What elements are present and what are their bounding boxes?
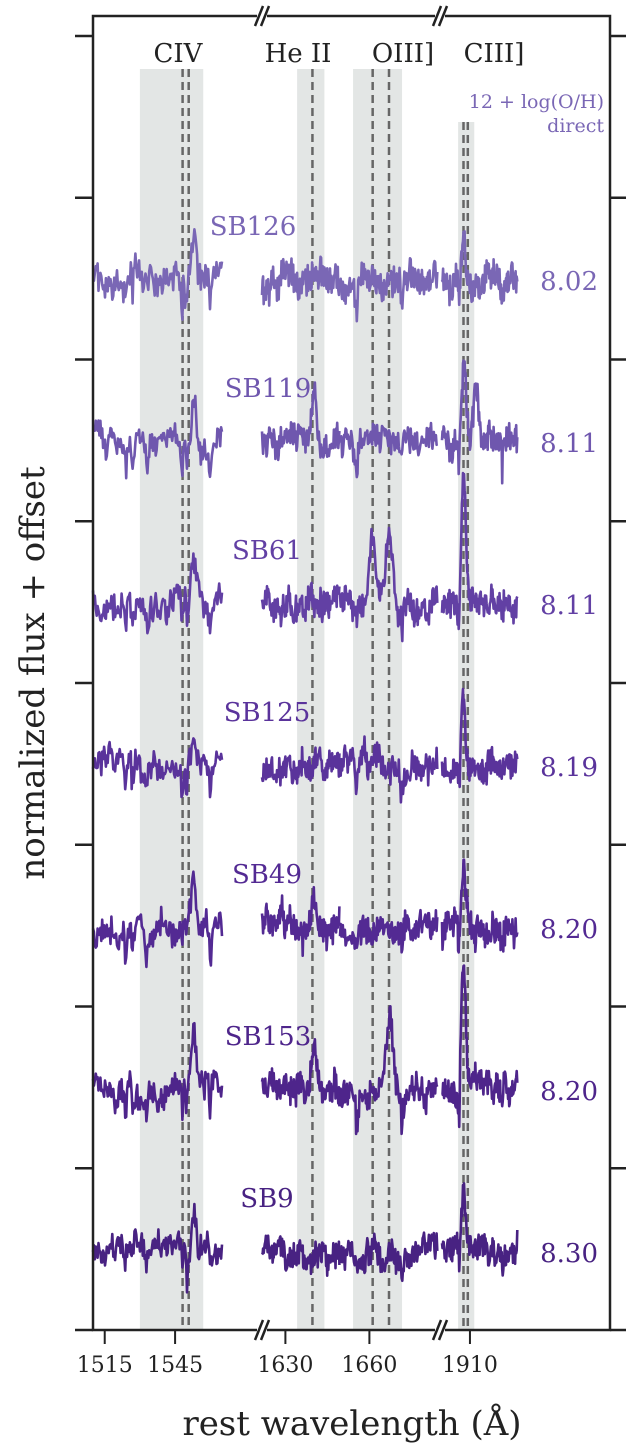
metallicity-subheader: direct — [547, 115, 604, 137]
spectrum-SB153-seg1 — [260, 1038, 341, 1108]
metallicity-header-group: 12 + log(O/H) direct — [469, 91, 605, 137]
x-tick-label: 1660 — [341, 1353, 397, 1378]
spectrum-SB61-seg0 — [91, 552, 224, 635]
x-tick-label: 1630 — [257, 1353, 313, 1378]
spectrum-SB9-seg3 — [440, 1182, 519, 1277]
spectrum-SB119-seg0 — [92, 394, 224, 480]
series-name-SB49: SB49 — [232, 860, 302, 890]
spectrum-SB61-seg1 — [260, 581, 341, 628]
metallicity-SB61: 8.11 — [540, 591, 598, 621]
spectrum-SB49-seg1 — [260, 885, 341, 958]
break-mark — [253, 5, 265, 27]
break-gap — [257, 11, 267, 21]
break-gap — [257, 1325, 267, 1335]
spectrum-SB9-seg2 — [339, 1231, 439, 1283]
spectrum-SB126-seg2 — [338, 256, 439, 323]
spectrum-SB125-seg0 — [91, 737, 224, 799]
break-mark — [437, 5, 449, 27]
break-gap — [435, 11, 445, 21]
break-mark — [253, 1319, 265, 1341]
metallicity-header: 12 + log(O/H) — [469, 91, 604, 113]
spectrum-SB126-seg0 — [92, 228, 224, 322]
break-mark — [259, 1319, 271, 1341]
band-0 — [139, 69, 204, 1330]
spectrum-SB125-seg1 — [260, 745, 341, 787]
break-mark — [431, 1319, 443, 1341]
series-name-SB119: SB119 — [225, 374, 312, 404]
x-axis-ticks: 1515 1545 1630 1660 1910 — [77, 1330, 498, 1378]
metallicity-SB126: 8.02 — [540, 267, 598, 297]
line-label-ciii: CIII] — [464, 39, 525, 69]
x-axis-label: rest wavelength (Å) — [182, 1403, 521, 1444]
spectrum-SB119-seg2 — [339, 421, 439, 479]
spectrum-SB119-seg3 — [440, 359, 519, 485]
y-axis-ticks — [75, 34, 626, 1332]
axis-break-marks — [253, 5, 449, 1341]
spectrum-SB153-seg3 — [441, 964, 519, 1129]
x-tick-label: 1515 — [77, 1353, 133, 1378]
spectrum-SB125-seg2 — [338, 735, 439, 804]
spectrum-SB126-seg1 — [260, 255, 341, 307]
metallicity-SB125: 8.19 — [540, 753, 598, 783]
spectrum-SB119-seg1 — [260, 381, 341, 462]
spectrum-SB126-seg3 — [440, 230, 519, 307]
spectrum-SB61-seg2 — [338, 526, 439, 643]
series-labels: SB126 8.02 SB119 8.11 SB61 8.11 SB125 8.19 SB49 8… — [210, 212, 598, 1269]
break-mark — [431, 5, 443, 27]
series-name-SB126: SB126 — [210, 212, 297, 242]
series-name-SB153: SB153 — [225, 1022, 312, 1052]
series-name-SB61: SB61 — [232, 536, 302, 566]
spectrum-SB49-seg3 — [440, 858, 519, 954]
spectrum-SB153-seg0 — [91, 1021, 224, 1123]
x-tick-label: 1910 — [442, 1353, 498, 1378]
spectrum-SB49-seg2 — [338, 908, 439, 954]
spectrum-SB153-seg2 — [339, 1004, 439, 1136]
spectra-series — [91, 228, 519, 1294]
line-label-civ: CIV — [154, 39, 204, 69]
spectrum-SB125-seg3 — [440, 687, 519, 789]
break-mark — [437, 1319, 449, 1341]
line-label-heii: He II — [265, 39, 332, 69]
series-name-SB125: SB125 — [224, 698, 311, 728]
line-label-oiii: OIII] — [372, 39, 434, 69]
line-label-group: CIV He II OIII] CIII] — [154, 39, 525, 69]
spectrum-SB49-seg0 — [91, 870, 224, 969]
series-name-SB9: SB9 — [240, 1184, 293, 1214]
band-2 — [353, 69, 403, 1330]
x-tick-label: 1545 — [147, 1353, 203, 1378]
y-axis-label: normalized flux + offset — [13, 466, 53, 880]
spectrum-SB61-seg3 — [440, 471, 519, 631]
plot-frame — [91, 14, 612, 1332]
spectrum-SB9-seg1 — [260, 1234, 341, 1277]
metallicity-SB9: 8.30 — [540, 1239, 598, 1269]
break-mark — [259, 5, 271, 27]
metallicity-SB49: 8.20 — [540, 915, 598, 945]
metallicity-SB153: 8.20 — [540, 1077, 598, 1107]
metallicity-SB119: 8.11 — [540, 429, 598, 459]
spectrum-SB9-seg0 — [91, 1202, 224, 1294]
break-gap — [435, 1325, 445, 1335]
